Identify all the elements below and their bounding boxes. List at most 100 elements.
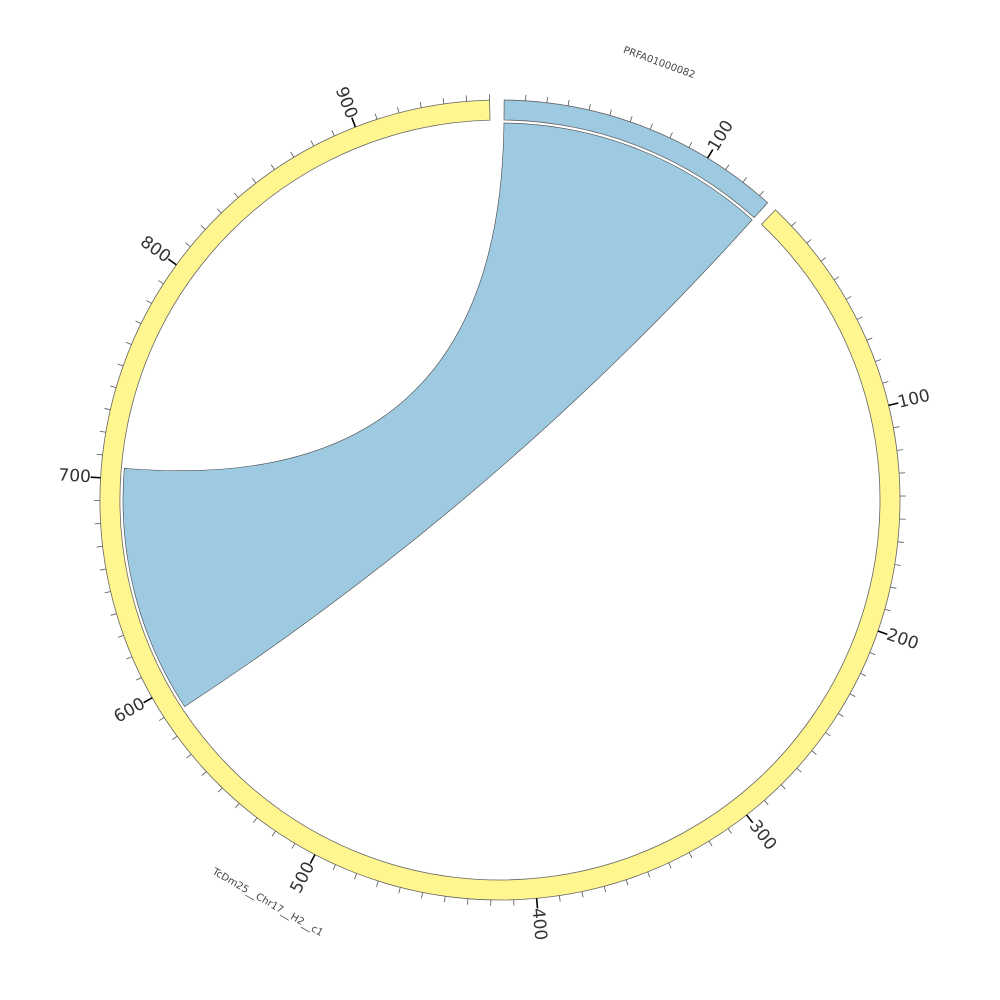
minor-tick	[856, 316, 863, 320]
minor-tick	[117, 363, 124, 367]
minor-tick	[158, 280, 164, 285]
minor-tick	[158, 716, 165, 721]
tick-label: 100	[896, 386, 932, 413]
minor-tick	[897, 541, 904, 543]
minor-tick	[896, 449, 903, 451]
major-tick	[745, 814, 754, 824]
minor-tick	[546, 96, 548, 103]
minor-tick	[811, 750, 817, 755]
minor-tick	[833, 276, 840, 281]
minor-tick	[253, 817, 258, 823]
minor-tick	[96, 545, 103, 548]
minor-tick	[588, 104, 591, 111]
minor-tick	[727, 828, 732, 834]
minor-tick	[126, 656, 133, 660]
minor-tick	[465, 95, 468, 102]
tick-label: 900	[331, 84, 361, 121]
minor-tick	[869, 652, 876, 656]
minor-tick	[332, 864, 336, 871]
minor-tick	[763, 800, 769, 806]
minor-tick	[688, 142, 693, 148]
minor-tick	[135, 320, 142, 325]
minor-tick	[629, 115, 633, 122]
ideogram-prfa01000082	[503, 99, 769, 219]
minor-tick	[200, 225, 206, 230]
minor-tick	[567, 99, 570, 106]
ticks-layer	[90, 94, 906, 909]
minor-tick	[104, 408, 111, 411]
minor-tick	[882, 381, 889, 384]
minor-tick	[669, 132, 673, 139]
major-tick	[351, 117, 357, 128]
minor-tick	[806, 239, 812, 244]
major-tick	[877, 630, 888, 636]
minor-tick	[146, 300, 152, 304]
minor-tick	[104, 591, 111, 594]
sequence-name-label: PRFA01000082	[622, 45, 697, 81]
minor-tick	[647, 871, 651, 878]
minor-tick	[866, 337, 873, 341]
minor-tick	[310, 140, 315, 147]
minor-tick	[849, 693, 856, 697]
minor-tick	[290, 151, 295, 158]
minor-tick	[234, 192, 239, 198]
minor-tick	[609, 109, 612, 116]
tick-label: 100	[704, 117, 738, 155]
minor-tick	[270, 164, 275, 170]
tick-label: 200	[884, 625, 921, 655]
tick-label: 700	[58, 465, 92, 487]
minor-tick	[625, 879, 629, 886]
minor-tick	[890, 586, 897, 589]
minor-tick	[581, 891, 584, 898]
minor-tick	[443, 896, 446, 903]
tick-label: 300	[745, 816, 781, 854]
minor-tick	[875, 359, 882, 362]
minor-tick	[110, 613, 117, 616]
alignment-link-ribbon	[122, 122, 753, 708]
minor-tick	[216, 208, 222, 214]
minor-tick	[374, 113, 378, 120]
ideogram-tcdm25-chr17-h2-c1	[99, 99, 901, 901]
minor-tick	[397, 107, 400, 114]
minor-tick	[668, 862, 672, 869]
minor-tick	[825, 732, 831, 737]
minor-tick	[725, 164, 730, 170]
minor-tick	[291, 843, 296, 849]
minor-tick	[893, 426, 900, 429]
major-tick	[143, 697, 153, 704]
minor-tick	[894, 564, 901, 566]
minor-tick	[186, 753, 192, 759]
minor-tick	[398, 887, 401, 894]
minor-tick	[845, 296, 852, 300]
minor-tick	[838, 713, 844, 717]
minor-tick	[100, 568, 107, 571]
major-tick	[309, 854, 316, 864]
minor-tick	[860, 673, 867, 677]
major-tick	[535, 898, 539, 909]
minor-tick	[135, 677, 142, 681]
minor-tick	[354, 873, 358, 880]
major-tick	[167, 258, 177, 266]
minor-tick	[796, 767, 802, 773]
minor-tick	[780, 784, 786, 790]
tick-label: 400	[528, 907, 551, 941]
minor-tick	[235, 803, 240, 809]
minor-tick	[708, 840, 713, 847]
minor-tick	[99, 430, 106, 433]
tick-label: 500	[287, 859, 320, 897]
minor-tick	[791, 221, 797, 227]
minor-tick	[759, 190, 764, 196]
minor-tick	[271, 830, 276, 837]
minor-tick	[117, 634, 124, 638]
minor-tick	[419, 101, 422, 108]
minor-tick	[96, 453, 103, 456]
minor-tick	[820, 257, 826, 262]
ideogram-layer	[99, 99, 901, 901]
minor-tick	[201, 771, 207, 776]
major-tick	[706, 149, 714, 159]
minor-tick	[376, 880, 379, 887]
minor-tick	[884, 608, 891, 612]
minor-tick	[331, 130, 335, 137]
